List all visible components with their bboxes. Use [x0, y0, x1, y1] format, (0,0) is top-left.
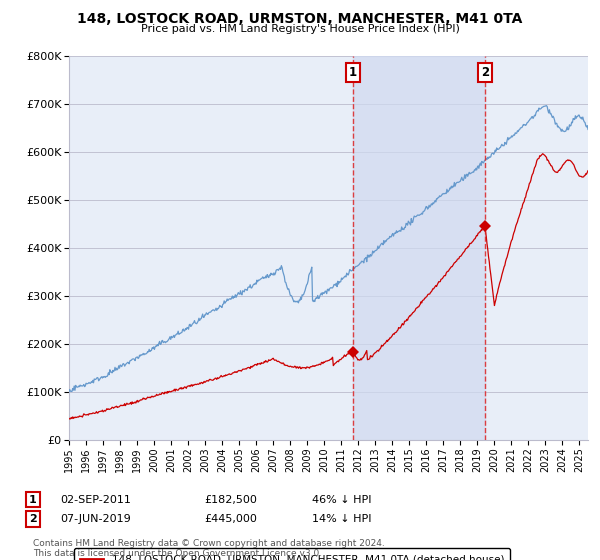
Text: 14% ↓ HPI: 14% ↓ HPI [312, 514, 371, 524]
Text: 1: 1 [29, 494, 37, 505]
Text: £445,000: £445,000 [204, 514, 257, 524]
Text: Price paid vs. HM Land Registry's House Price Index (HPI): Price paid vs. HM Land Registry's House … [140, 24, 460, 34]
Text: 148, LOSTOCK ROAD, URMSTON, MANCHESTER, M41 0TA: 148, LOSTOCK ROAD, URMSTON, MANCHESTER, … [77, 12, 523, 26]
Text: £182,500: £182,500 [204, 494, 257, 505]
Bar [353, 56, 485, 440]
Text: 07-JUN-2019: 07-JUN-2019 [60, 514, 131, 524]
Text: 1: 1 [349, 66, 357, 78]
Text: 02-SEP-2011: 02-SEP-2011 [60, 494, 131, 505]
Text: 46% ↓ HPI: 46% ↓ HPI [312, 494, 371, 505]
Text: Contains HM Land Registry data © Crown copyright and database right 2024.
This d: Contains HM Land Registry data © Crown c… [33, 539, 385, 558]
Text: 2: 2 [29, 514, 37, 524]
Legend: 148, LOSTOCK ROAD, URMSTON, MANCHESTER, M41 0TA (detached house), HPI: Average p: 148, LOSTOCK ROAD, URMSTON, MANCHESTER, … [74, 548, 511, 560]
Text: 2: 2 [481, 66, 489, 78]
